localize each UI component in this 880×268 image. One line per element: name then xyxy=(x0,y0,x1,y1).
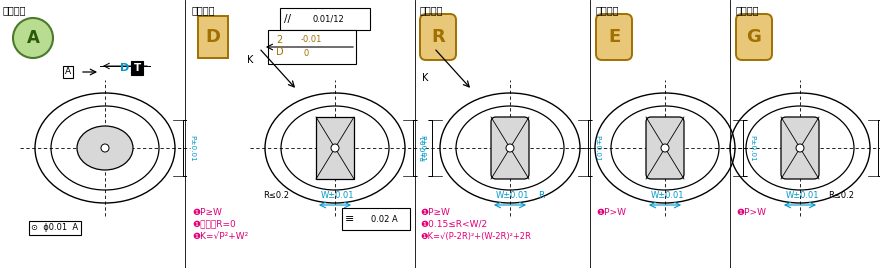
Text: R≤0.2: R≤0.2 xyxy=(828,191,854,199)
FancyBboxPatch shape xyxy=(420,14,456,60)
FancyBboxPatch shape xyxy=(646,117,684,179)
Bar xyxy=(268,30,356,64)
Text: ❶0.15≤R<W/2: ❶0.15≤R<W/2 xyxy=(420,219,488,229)
Text: ⊙  ϕ0.01  A: ⊙ ϕ0.01 A xyxy=(32,224,78,233)
Text: 2: 2 xyxy=(276,35,282,45)
Bar xyxy=(342,208,410,230)
Text: 刃口形状: 刃口形状 xyxy=(736,5,759,15)
Text: -0.01: -0.01 xyxy=(301,35,322,44)
Text: A: A xyxy=(65,68,71,76)
Text: E: E xyxy=(608,28,620,46)
Circle shape xyxy=(331,144,339,152)
Text: ❶可指定R=0: ❶可指定R=0 xyxy=(192,219,236,229)
Text: 刃口形状: 刃口形状 xyxy=(3,5,26,15)
Text: ❶P>W: ❶P>W xyxy=(736,207,766,217)
Text: P±0.01: P±0.01 xyxy=(749,135,755,161)
Text: D: D xyxy=(276,47,283,57)
Text: R: R xyxy=(538,191,544,199)
FancyBboxPatch shape xyxy=(491,117,529,179)
Text: W±0.01: W±0.01 xyxy=(321,191,355,199)
Text: 0.01/12: 0.01/12 xyxy=(312,14,344,24)
Text: A: A xyxy=(26,29,40,47)
Text: D: D xyxy=(120,63,129,73)
Circle shape xyxy=(13,18,53,58)
Text: D: D xyxy=(206,28,221,46)
Bar xyxy=(280,8,370,30)
Bar xyxy=(316,117,354,179)
Circle shape xyxy=(661,144,669,152)
Text: 0.02 A: 0.02 A xyxy=(370,214,397,224)
Text: T: T xyxy=(134,63,141,73)
Circle shape xyxy=(506,144,514,152)
Text: P±0.01: P±0.01 xyxy=(189,135,195,161)
Text: ❶P>W: ❶P>W xyxy=(596,207,626,217)
Bar xyxy=(198,16,228,58)
Text: R: R xyxy=(431,28,445,46)
Text: 刃口形状: 刃口形状 xyxy=(420,5,444,15)
Text: ❶P≥W: ❶P≥W xyxy=(192,207,222,217)
Ellipse shape xyxy=(77,126,133,170)
Text: W±0.01: W±0.01 xyxy=(651,191,685,199)
Text: P±0.01: P±0.01 xyxy=(594,135,600,161)
Circle shape xyxy=(101,144,109,152)
Text: R≤0.2: R≤0.2 xyxy=(263,191,289,199)
Text: G: G xyxy=(746,28,761,46)
Circle shape xyxy=(796,144,804,152)
Text: W±0.01: W±0.01 xyxy=(496,191,530,199)
FancyBboxPatch shape xyxy=(781,117,819,179)
Text: ❶K=√P²+W²: ❶K=√P²+W² xyxy=(192,232,248,240)
Text: 刃口形状: 刃口形状 xyxy=(192,5,216,15)
Text: K: K xyxy=(246,55,253,65)
Text: K: K xyxy=(422,73,428,83)
Text: P±0.01: P±0.01 xyxy=(420,135,426,161)
FancyBboxPatch shape xyxy=(736,14,772,60)
Text: 0: 0 xyxy=(303,50,308,58)
Text: ❶P≥W: ❶P≥W xyxy=(420,207,450,217)
Text: ≡: ≡ xyxy=(345,214,355,224)
Text: //: // xyxy=(284,14,291,24)
Text: W±0.01: W±0.01 xyxy=(786,191,819,199)
FancyBboxPatch shape xyxy=(596,14,632,60)
Text: P±0.01: P±0.01 xyxy=(419,135,425,161)
Text: ❶K=√(P-2R)²+(W-2R)²+2R: ❶K=√(P-2R)²+(W-2R)²+2R xyxy=(420,232,531,240)
Text: 刃口形状: 刃口形状 xyxy=(596,5,620,15)
